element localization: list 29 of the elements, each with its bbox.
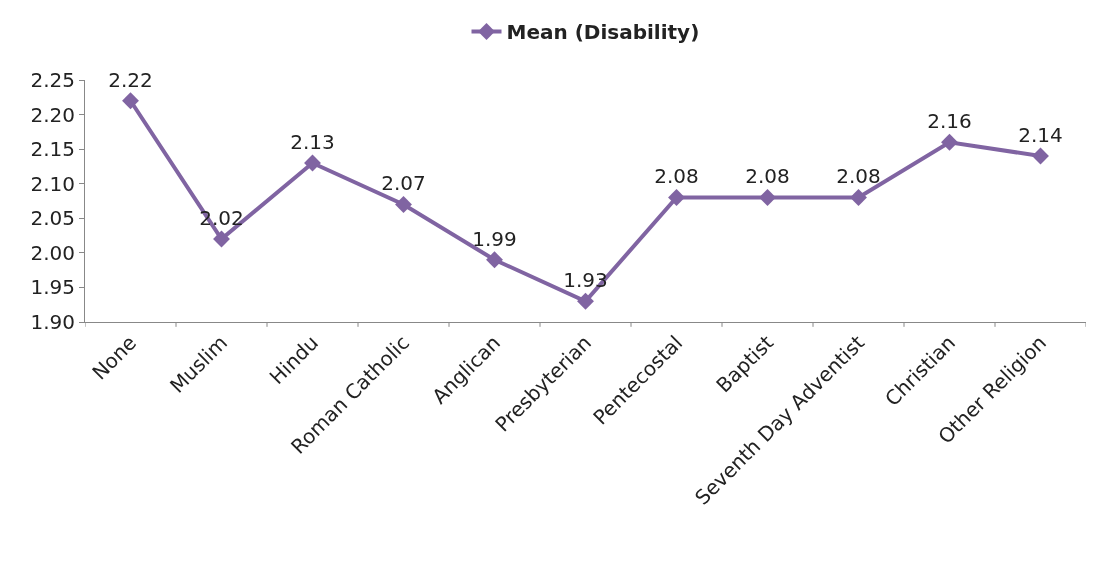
point: [122, 92, 139, 110]
point: [941, 133, 958, 151]
data-label: 1.99: [472, 226, 517, 251]
point: [1032, 147, 1049, 165]
data-label: 2.16: [927, 109, 972, 134]
data-label: 2.13: [290, 129, 335, 154]
data-label: 2.08: [836, 164, 881, 189]
point: [486, 251, 503, 269]
data-label: 2.07: [381, 171, 426, 196]
point: [395, 196, 412, 213]
y-tick-label: 2.00: [30, 240, 75, 265]
y-tick-label: 2.10: [30, 171, 75, 196]
y-tick-label: 2.05: [30, 206, 75, 231]
y-tick-label: 1.95: [30, 275, 75, 300]
y-tick-label: 2.15: [30, 137, 75, 162]
point: [759, 189, 776, 206]
legend-label: Mean (Disability): [506, 20, 700, 45]
y-tick-label: 1.90: [30, 310, 75, 334]
y-tick-label: 2.20: [30, 102, 75, 127]
data-label: 2.08: [745, 164, 790, 189]
point: [668, 189, 685, 206]
point: [213, 230, 230, 248]
point: [304, 154, 321, 172]
point: [850, 189, 867, 206]
data-label: 2.08: [654, 164, 699, 189]
data-label: 2.14: [1018, 122, 1063, 147]
data-label: 2.22: [108, 67, 153, 92]
point: [577, 292, 594, 310]
y-tick-label: 2.25: [30, 68, 75, 92]
